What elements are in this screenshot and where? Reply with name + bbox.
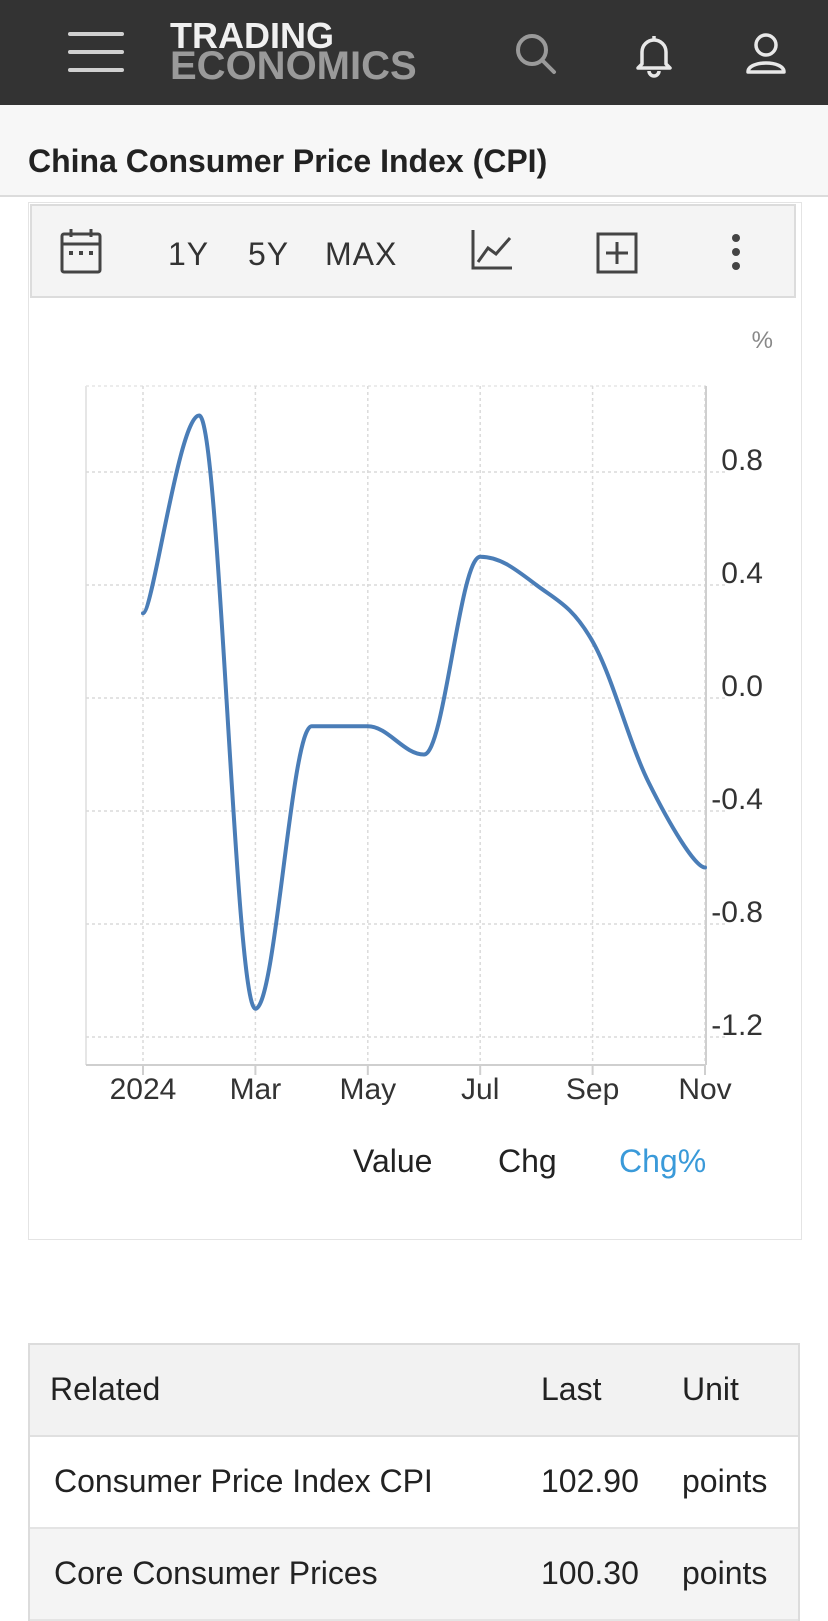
search-icon[interactable] <box>512 30 560 78</box>
legend-chgpct-button[interactable]: Chg% <box>619 1143 706 1180</box>
logo[interactable]: TRADING ECONOMICS <box>170 20 417 82</box>
top-navigation-bar: TRADING ECONOMICS <box>0 0 828 105</box>
more-vertical-icon[interactable] <box>726 232 746 277</box>
row-name[interactable]: Consumer Price Index CPI <box>54 1463 433 1500</box>
row-unit: points <box>682 1555 767 1592</box>
legend-value-button[interactable]: Value <box>353 1143 432 1180</box>
chart-card <box>28 202 802 1240</box>
user-icon[interactable] <box>742 30 790 78</box>
row-last: 102.90 <box>541 1463 639 1500</box>
header-last: Last <box>541 1371 601 1408</box>
header-unit: Unit <box>682 1371 739 1408</box>
line-chart-icon[interactable] <box>470 228 514 277</box>
table-row[interactable]: Core Consumer Prices 100.30 points <box>30 1529 798 1621</box>
menu-icon[interactable] <box>68 30 124 74</box>
plus-box-icon[interactable] <box>596 232 638 279</box>
range-1y-button[interactable]: 1Y <box>168 236 209 273</box>
range-5y-button[interactable]: 5Y <box>248 236 289 273</box>
bell-icon[interactable] <box>630 30 678 78</box>
range-max-button[interactable]: MAX <box>325 236 397 273</box>
logo-line2: ECONOMICS <box>170 50 417 82</box>
row-name[interactable]: Core Consumer Prices <box>54 1555 378 1592</box>
related-table: Related Last Unit Consumer Price Index C… <box>28 1343 800 1621</box>
table-header: Related Last Unit <box>30 1345 798 1437</box>
legend-chg-button[interactable]: Chg <box>498 1143 557 1180</box>
calendar-icon[interactable] <box>60 228 102 279</box>
table-row[interactable]: Consumer Price Index CPI 102.90 points <box>30 1437 798 1529</box>
page-header: China Consumer Price Index (CPI) <box>0 105 828 197</box>
header-related: Related <box>50 1371 160 1408</box>
page-title: China Consumer Price Index (CPI) <box>28 143 547 180</box>
chart-toolbar: 1Y 5Y MAX <box>30 204 796 298</box>
row-unit: points <box>682 1463 767 1500</box>
row-last: 100.30 <box>541 1555 639 1592</box>
